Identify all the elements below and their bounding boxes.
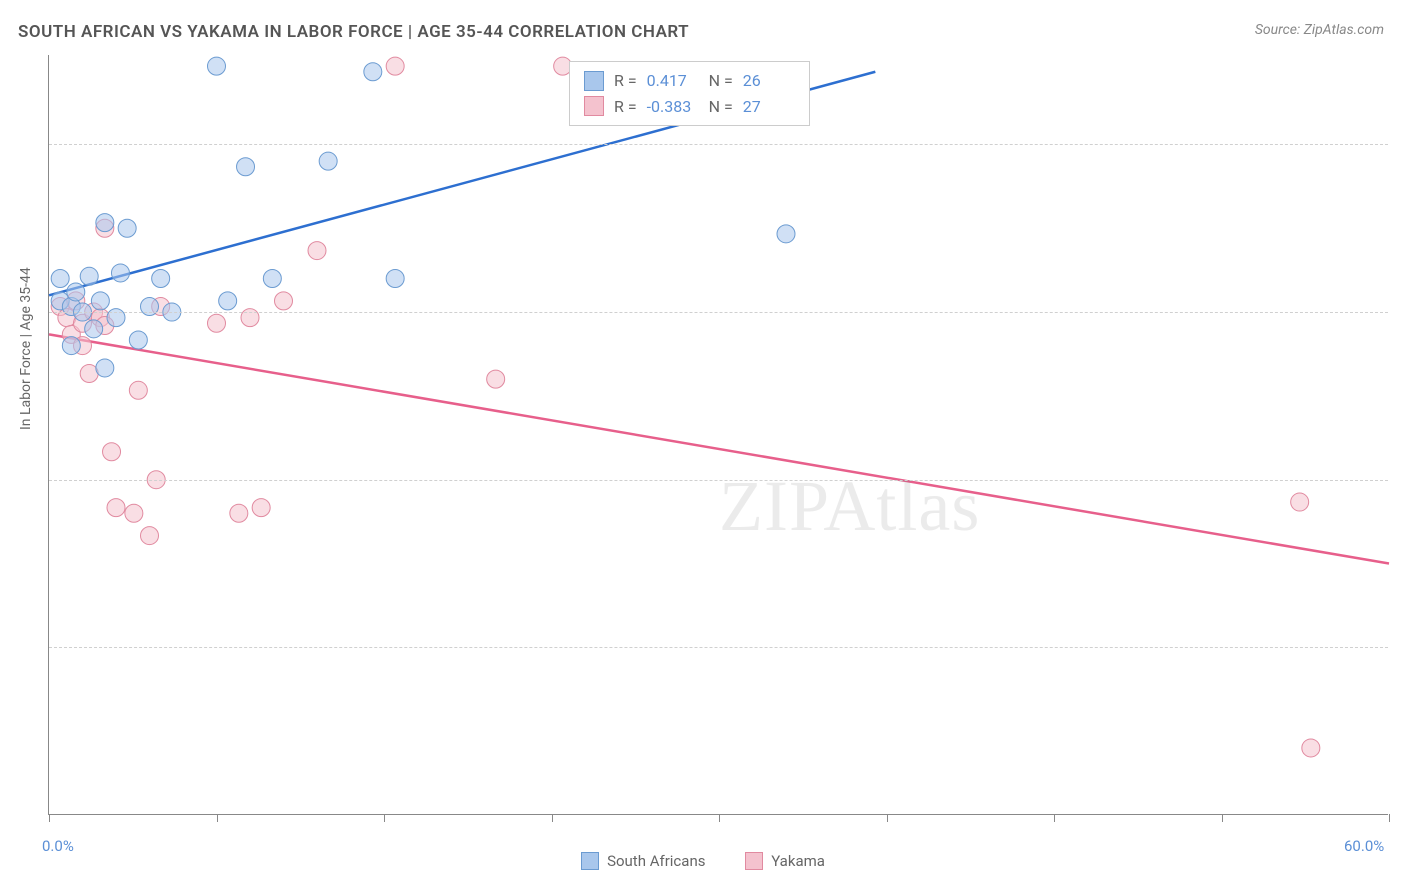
data-point xyxy=(1291,493,1309,511)
swatch-south-africans xyxy=(584,71,604,91)
x-tick xyxy=(887,814,888,822)
n-prefix: N = xyxy=(709,68,733,94)
legend-label-yk: Yakama xyxy=(771,852,825,870)
x-tick xyxy=(384,814,385,822)
gridline-h xyxy=(49,480,1388,481)
trend-line xyxy=(49,334,1389,563)
legend-item-sa: South Africans xyxy=(581,852,705,870)
data-point xyxy=(230,504,248,522)
swatch-south-africans xyxy=(581,852,599,870)
data-point xyxy=(252,499,270,517)
data-point xyxy=(80,267,98,285)
r-prefix: R = xyxy=(614,68,637,94)
data-point xyxy=(777,225,795,243)
x-tick xyxy=(217,814,218,822)
data-point xyxy=(96,359,114,377)
data-point xyxy=(141,527,159,545)
legend-row-yk: R = -0.383 N = 27 xyxy=(584,94,795,120)
x-tick-end: 60.0% xyxy=(1344,837,1384,855)
y-tick-label: 100.0% xyxy=(1398,135,1406,153)
y-tick-label: 70.0% xyxy=(1398,471,1406,489)
gridline-h xyxy=(49,144,1388,145)
data-point xyxy=(308,242,326,260)
data-point xyxy=(107,499,125,517)
data-point xyxy=(91,292,109,310)
scatter-svg xyxy=(49,55,1388,814)
x-tick xyxy=(49,814,50,822)
r-value-sa: 0.417 xyxy=(647,68,699,94)
x-tick xyxy=(719,814,720,822)
gridline-h xyxy=(49,312,1388,313)
data-point xyxy=(129,331,147,349)
r-value-yk: -0.383 xyxy=(647,94,699,120)
data-point xyxy=(103,443,121,461)
data-point xyxy=(487,370,505,388)
x-tick xyxy=(1222,814,1223,822)
data-point xyxy=(125,504,143,522)
data-point xyxy=(62,337,80,355)
legend-label-sa: South Africans xyxy=(607,852,705,870)
x-tick xyxy=(1389,814,1390,822)
data-point xyxy=(364,63,382,81)
n-value-yk: 27 xyxy=(743,94,795,120)
data-point xyxy=(219,292,237,310)
series-legend: South Africans Yakama xyxy=(0,852,1406,874)
source-label: Source: ZipAtlas.com xyxy=(1255,22,1384,38)
y-axis-label: In Labor Force | Age 35-44 xyxy=(18,267,34,430)
chart-container: SOUTH AFRICAN VS YAKAMA IN LABOR FORCE |… xyxy=(0,0,1406,892)
data-point xyxy=(386,57,404,75)
y-tick-label: 85.0% xyxy=(1398,303,1406,321)
data-point xyxy=(263,270,281,288)
n-value-sa: 26 xyxy=(743,68,795,94)
gridline-h xyxy=(49,647,1388,648)
plot-area: R = 0.417 N = 26 R = -0.383 N = 27 ZIPAt… xyxy=(48,55,1388,815)
correlation-legend: R = 0.417 N = 26 R = -0.383 N = 27 xyxy=(569,61,810,126)
swatch-yakama xyxy=(745,852,763,870)
data-point xyxy=(152,270,170,288)
y-tick-label: 55.0% xyxy=(1398,638,1406,656)
r-prefix: R = xyxy=(614,94,637,120)
data-point xyxy=(1302,739,1320,757)
data-point xyxy=(118,219,136,237)
data-point xyxy=(237,158,255,176)
data-point xyxy=(386,270,404,288)
data-point xyxy=(208,57,226,75)
x-tick-start: 0.0% xyxy=(42,837,74,855)
n-prefix: N = xyxy=(709,94,733,120)
data-point xyxy=(275,292,293,310)
legend-row-sa: R = 0.417 N = 26 xyxy=(584,68,795,94)
data-point xyxy=(67,283,85,301)
data-point xyxy=(129,381,147,399)
x-tick xyxy=(1054,814,1055,822)
data-point xyxy=(96,214,114,232)
data-point xyxy=(85,320,103,338)
x-tick xyxy=(552,814,553,822)
data-point xyxy=(111,264,129,282)
data-point xyxy=(51,270,69,288)
data-point xyxy=(319,152,337,170)
legend-item-yk: Yakama xyxy=(745,852,825,870)
data-point xyxy=(208,314,226,332)
swatch-yakama xyxy=(584,96,604,116)
chart-title: SOUTH AFRICAN VS YAKAMA IN LABOR FORCE |… xyxy=(18,22,689,42)
